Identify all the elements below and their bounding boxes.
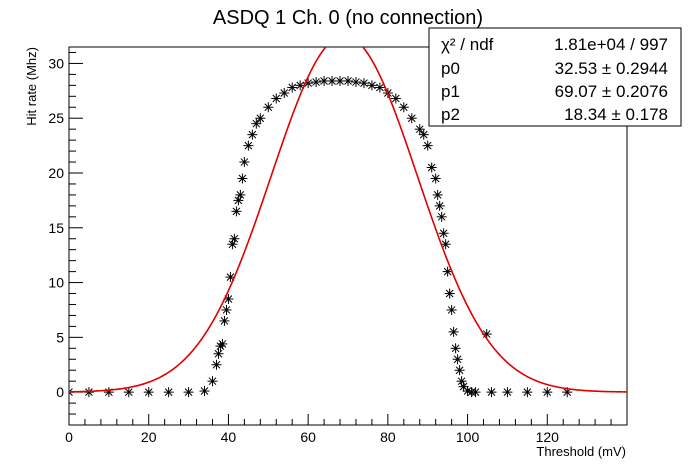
stats-row-p1-label: p1 <box>441 82 460 101</box>
y-axis: 0 5 10 15 20 25 30 <box>48 51 83 415</box>
x-tick-label: 80 <box>380 429 396 445</box>
data-points <box>69 75 573 398</box>
stats-row-p0-value: 32.53 ± 0.2944 <box>555 59 668 78</box>
data-point <box>414 124 425 135</box>
stats-row-p1-value: 69.07 ± 0.2076 <box>555 82 668 101</box>
stats-box: χ² / ndf 1.81e+04 / 997 p0 32.53 ± 0.294… <box>428 27 682 127</box>
plot-frame <box>68 46 628 426</box>
data-point <box>207 376 218 387</box>
data-point <box>163 387 174 398</box>
data-point <box>251 118 262 129</box>
data-point <box>229 233 240 244</box>
data-point <box>542 387 553 398</box>
stats-row-p2-label: p2 <box>441 105 460 124</box>
data-point <box>217 338 228 349</box>
data-point <box>434 200 445 211</box>
data-point <box>440 239 451 250</box>
data-point <box>448 326 459 337</box>
data-point <box>432 189 443 200</box>
data-point <box>263 102 274 113</box>
y-tick-label: 0 <box>56 384 64 400</box>
data-point <box>123 387 134 398</box>
x-tick-label: 120 <box>536 429 560 445</box>
y-tick-label: 15 <box>48 220 64 236</box>
data-point <box>239 157 250 168</box>
stats-row-p2-value: 18.34 ± 0.178 <box>564 105 668 124</box>
x-tick-label: 60 <box>300 429 316 445</box>
data-point <box>183 387 194 398</box>
x-tick-label: 40 <box>221 429 237 445</box>
y-tick-label: 30 <box>48 55 64 71</box>
stats-row-p0-label: p0 <box>441 59 460 78</box>
data-point <box>446 304 457 315</box>
data-point <box>422 140 433 151</box>
data-point <box>430 173 441 184</box>
data-point <box>486 387 497 398</box>
x-axis-label: Threshold (mV) <box>536 444 626 459</box>
data-point <box>243 140 254 151</box>
data-point <box>221 304 232 315</box>
stats-box-frame <box>428 27 682 127</box>
data-point <box>237 173 248 184</box>
x-tick-label: 0 <box>65 429 73 445</box>
data-point <box>358 78 369 89</box>
data-point <box>271 93 282 104</box>
y-tick-label: 20 <box>48 165 64 181</box>
data-point <box>442 266 453 277</box>
data-point <box>255 113 266 124</box>
x-tick-label: 100 <box>456 429 480 445</box>
x-axis: 0 20 40 60 80 100 120 <box>65 414 612 445</box>
data-point <box>374 82 385 93</box>
y-tick-label: 10 <box>48 275 64 291</box>
data-point <box>436 211 447 222</box>
data-point <box>366 80 377 91</box>
fit-curve <box>69 47 627 393</box>
data-point <box>343 75 353 86</box>
x-tick-label: 20 <box>141 429 157 445</box>
data-point <box>522 387 533 398</box>
data-point <box>213 348 224 359</box>
data-point <box>235 189 246 200</box>
data-point <box>418 129 429 140</box>
data-point <box>406 113 417 124</box>
y-tick-label: 25 <box>48 110 64 126</box>
data-point <box>335 75 346 86</box>
data-point <box>279 88 290 99</box>
data-point <box>438 228 449 239</box>
data-point <box>211 359 222 370</box>
data-point <box>470 387 481 398</box>
data-point <box>454 365 465 376</box>
data-point <box>311 77 322 88</box>
data-point <box>231 206 242 217</box>
stats-row-chi2-label: χ² / ndf <box>441 35 494 54</box>
data-point <box>287 82 298 93</box>
data-point <box>199 386 210 397</box>
data-point <box>398 102 409 113</box>
data-point <box>502 387 513 398</box>
data-point <box>350 77 361 88</box>
data-point <box>390 93 401 104</box>
data-point <box>219 315 230 326</box>
y-tick-label: 5 <box>56 329 64 345</box>
data-point <box>450 343 461 354</box>
chart-title: ASDQ 1 Ch. 0 (no connection) <box>213 7 483 29</box>
stats-row-chi2-value: 1.81e+04 / 997 <box>554 35 668 54</box>
y-axis-label: Hit rate (Mhz) <box>24 47 39 126</box>
data-point <box>444 288 455 299</box>
data-point <box>143 387 154 398</box>
data-point <box>103 387 114 398</box>
data-point <box>247 129 258 140</box>
data-point <box>426 162 437 173</box>
data-point <box>562 387 573 398</box>
data-point <box>452 354 463 365</box>
